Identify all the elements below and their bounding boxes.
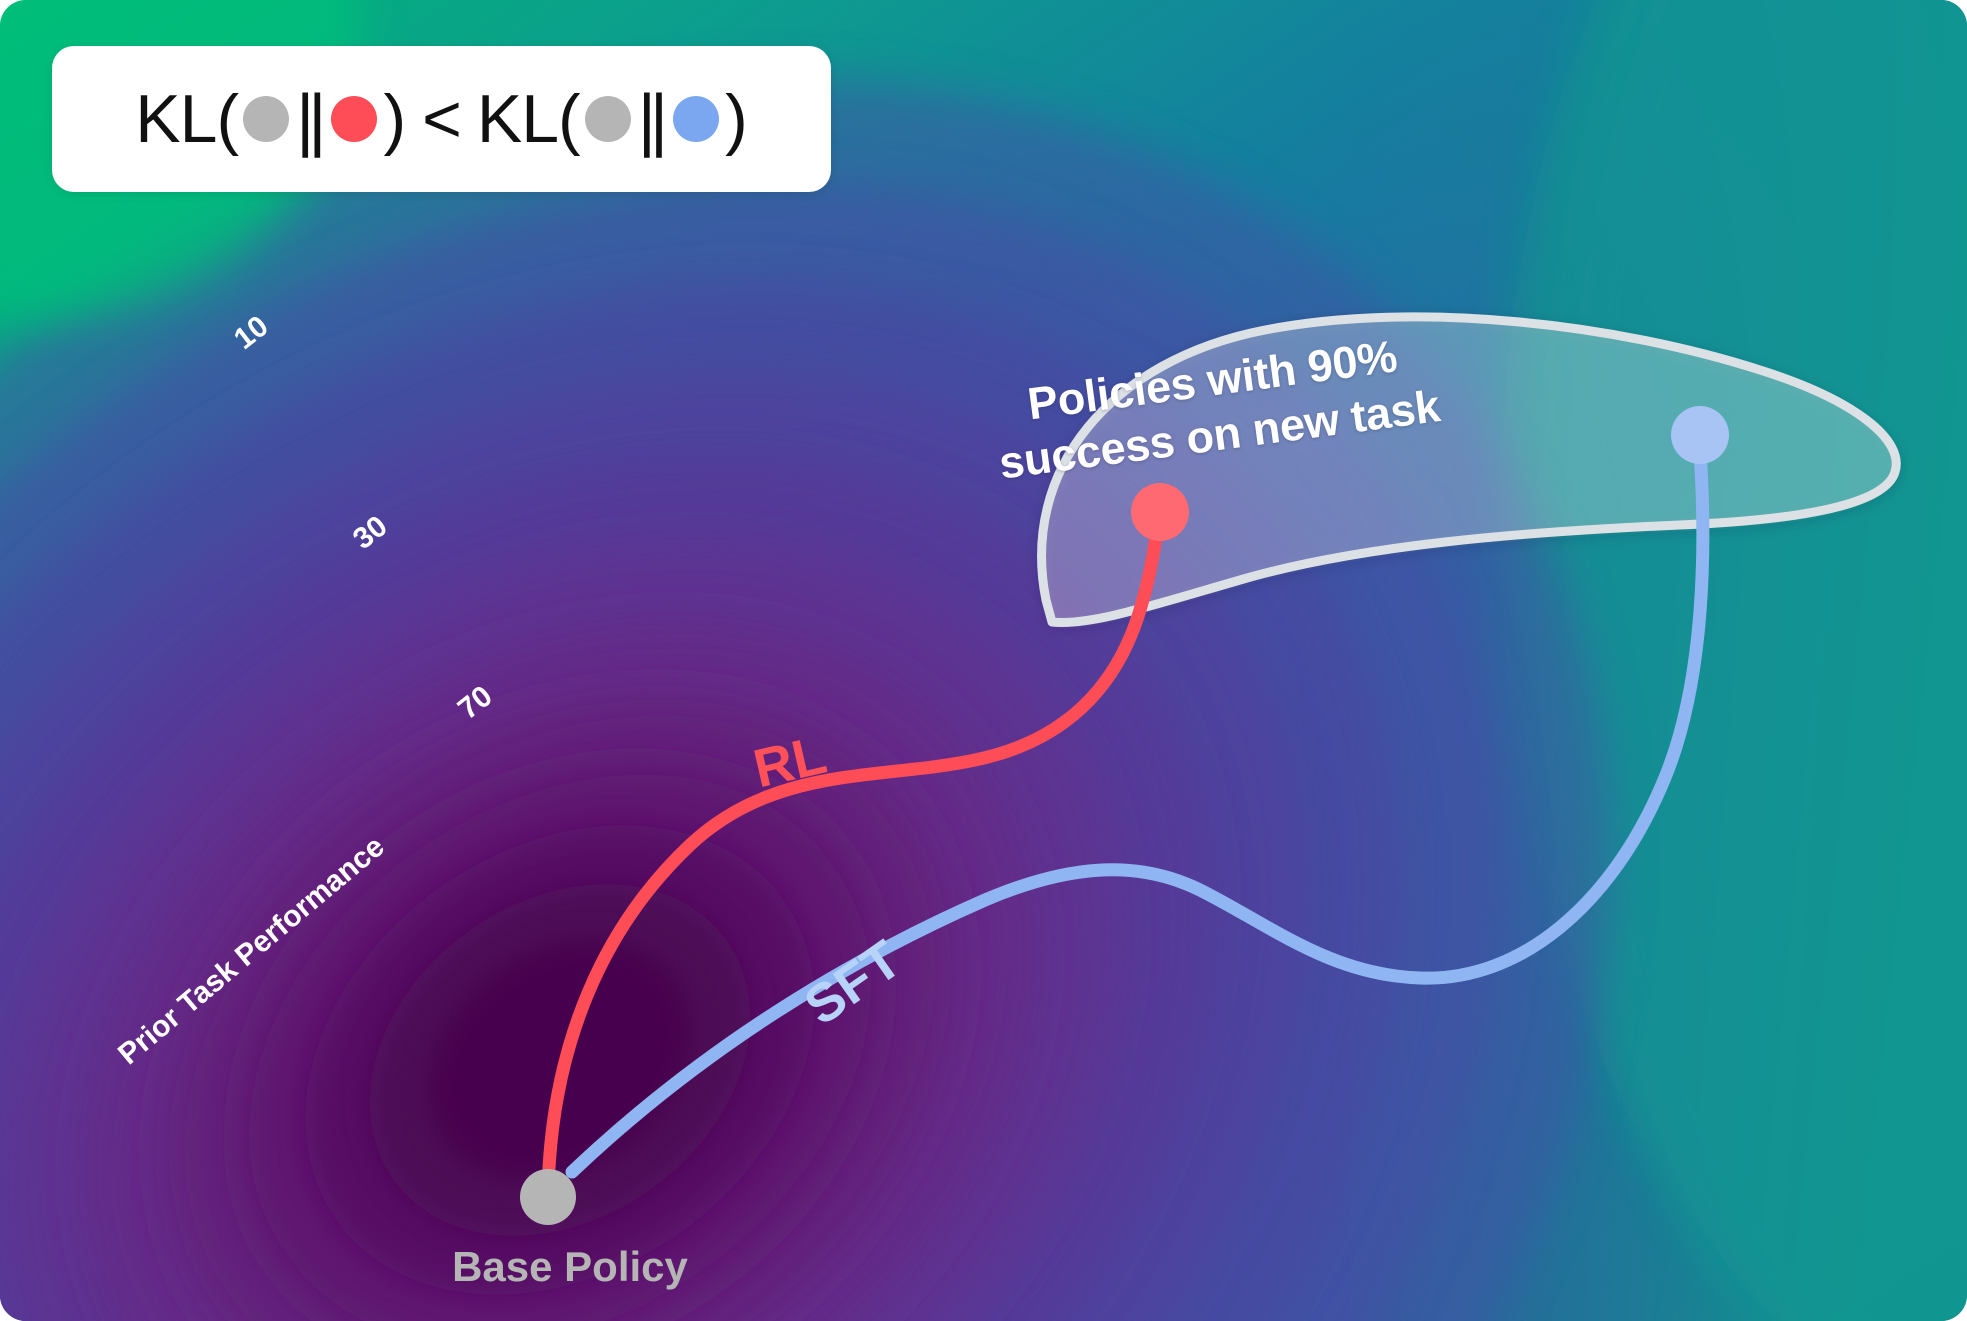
sft-curve	[565, 445, 1710, 1179]
kl-divider-2: ||	[637, 80, 668, 158]
field-right-lobe-2	[1550, 0, 1967, 1321]
success-region-blob	[1037, 312, 1901, 627]
kl-close-paren-2: )	[725, 81, 748, 157]
success-region-outline	[1037, 312, 1901, 627]
base-policy-label: Base Policy	[452, 1243, 688, 1290]
kl-base-dot-1	[243, 96, 290, 142]
base-policy-dot	[520, 1169, 576, 1225]
kl-divider-1: ||	[296, 80, 326, 158]
kl-open-paren-1: KL(	[135, 81, 239, 157]
kl-close-paren-1: )	[383, 81, 406, 157]
kl-comparator: <	[422, 81, 462, 157]
sft-endpoint-dot	[1671, 406, 1729, 464]
rl-endpoint-dot	[1131, 483, 1189, 541]
kl-expression: KL( || ) < KL( || )	[135, 84, 747, 154]
kl-rl-dot	[331, 96, 378, 142]
kl-legend-card: KL( || ) < KL( || )	[52, 46, 831, 192]
kl-open-paren-2: KL(	[476, 81, 581, 157]
kl-base-dot-2	[584, 96, 631, 142]
kl-sft-dot	[673, 96, 720, 142]
rl-curve	[542, 501, 1166, 1175]
